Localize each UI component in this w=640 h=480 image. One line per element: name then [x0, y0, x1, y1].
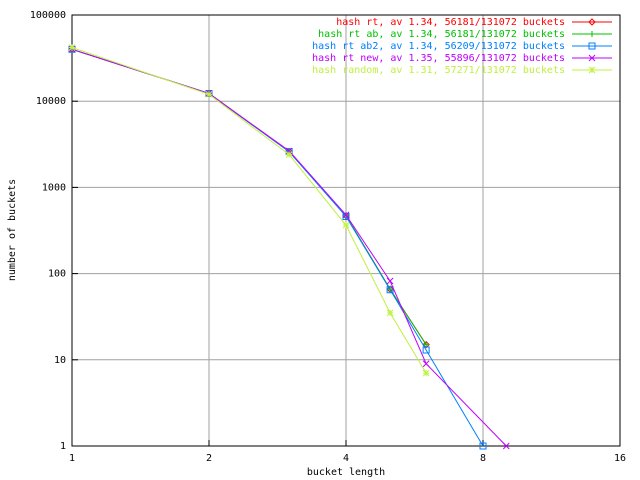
y-tick-label: 1000: [42, 182, 66, 193]
legend-label: hash rt new, av 1.35, 55896/131072 bucke…: [312, 53, 565, 64]
point: [342, 211, 350, 219]
x-tick-label: 1: [69, 453, 75, 464]
x-tick-label: 2: [206, 453, 212, 464]
point: [386, 277, 394, 285]
point: [68, 44, 76, 51]
legend-label: hash rt ab2, av 1.34, 56209/131072 bucke…: [312, 41, 565, 52]
x-tick-label: 4: [343, 453, 349, 464]
x-tick-label: 16: [614, 453, 626, 464]
y-axis-label: number of buckets: [7, 179, 18, 281]
x-axis-label: bucket length: [307, 467, 385, 478]
point: [422, 346, 430, 354]
y-tick-label: 1: [60, 441, 66, 452]
point: [285, 151, 293, 158]
y-tick-label: 10000: [36, 96, 66, 107]
point: [422, 340, 430, 349]
point: [342, 221, 350, 229]
legend-marker: [588, 18, 596, 26]
point: [386, 309, 394, 317]
y-tick-label: 10: [54, 355, 66, 366]
legend-marker: [589, 31, 595, 37]
y-tick-label: 100: [48, 269, 66, 280]
legend-marker: [588, 42, 596, 50]
legend-marker: [588, 66, 596, 74]
legend-label: hash random, av 1.31, 57271/131072 bucke…: [312, 65, 565, 76]
point: [479, 442, 487, 450]
y-tick-label: 100000: [30, 10, 66, 21]
legend-label: hash rt ab, av 1.34, 56181/131072 bucket…: [318, 29, 565, 40]
series-line: [71, 47, 427, 374]
legend-label: hash rt, av 1.34, 56181/131072 buckets: [336, 17, 565, 28]
point: [422, 360, 430, 368]
point: [386, 286, 394, 294]
legend-marker: [588, 54, 596, 62]
plot-frame: [71, 14, 621, 447]
point: [205, 91, 213, 98]
x-tick-label: 8: [480, 453, 486, 464]
point: [422, 369, 430, 377]
point: [502, 442, 510, 450]
